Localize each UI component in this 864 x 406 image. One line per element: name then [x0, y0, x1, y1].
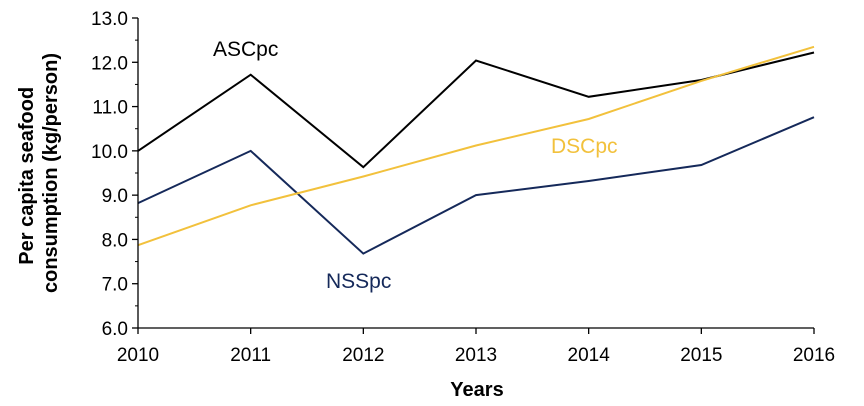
x-tick-label: 2010 [117, 345, 159, 366]
x-tick-label: 2014 [568, 345, 611, 366]
series-label-ascpc: ASCpc [213, 38, 278, 61]
y-tick-label: 11.0 [92, 98, 128, 119]
series-label-nsspc: NSSpc [326, 270, 391, 293]
y-tick-label: 9.0 [102, 186, 128, 207]
x-tick-label: 2012 [342, 345, 384, 366]
y-tick-label: 12.0 [91, 53, 128, 74]
y-tick-label: 10.0 [91, 142, 128, 163]
y-axis-title-line-1: Per capita seafood [16, 87, 38, 265]
y-axis-title: Per capita seafood consumption (kg/perso… [16, 53, 62, 293]
y-tick-label: 13.0 [91, 9, 128, 30]
series-line-dscpc [137, 45, 815, 247]
y-tick-label: 8.0 [102, 230, 128, 251]
y-tick-label: 6.0 [102, 319, 128, 340]
series-lines [137, 45, 815, 255]
y-axis-ticks: 6.0 7.0 8.0 9.0 10.0 11.0 12.0 13.0 [91, 9, 138, 340]
x-axis-title: Years [450, 379, 503, 401]
y-axis-title-line-2: consumption (kg/person) [40, 53, 62, 293]
x-tick-label: 2013 [455, 345, 497, 366]
x-tick-label: 2011 [230, 345, 271, 366]
x-axis-ticks: 2010 2011 2012 2013 2014 2015 2016 [117, 328, 835, 366]
series-line-ascpc [137, 51, 815, 169]
series-label-dscpc: DSCpc [551, 135, 618, 158]
x-tick-label: 2015 [680, 345, 722, 366]
x-tick-label: 2016 [793, 345, 835, 366]
y-tick-label: 7.0 [102, 275, 128, 296]
series-line-nsspc [137, 116, 815, 255]
